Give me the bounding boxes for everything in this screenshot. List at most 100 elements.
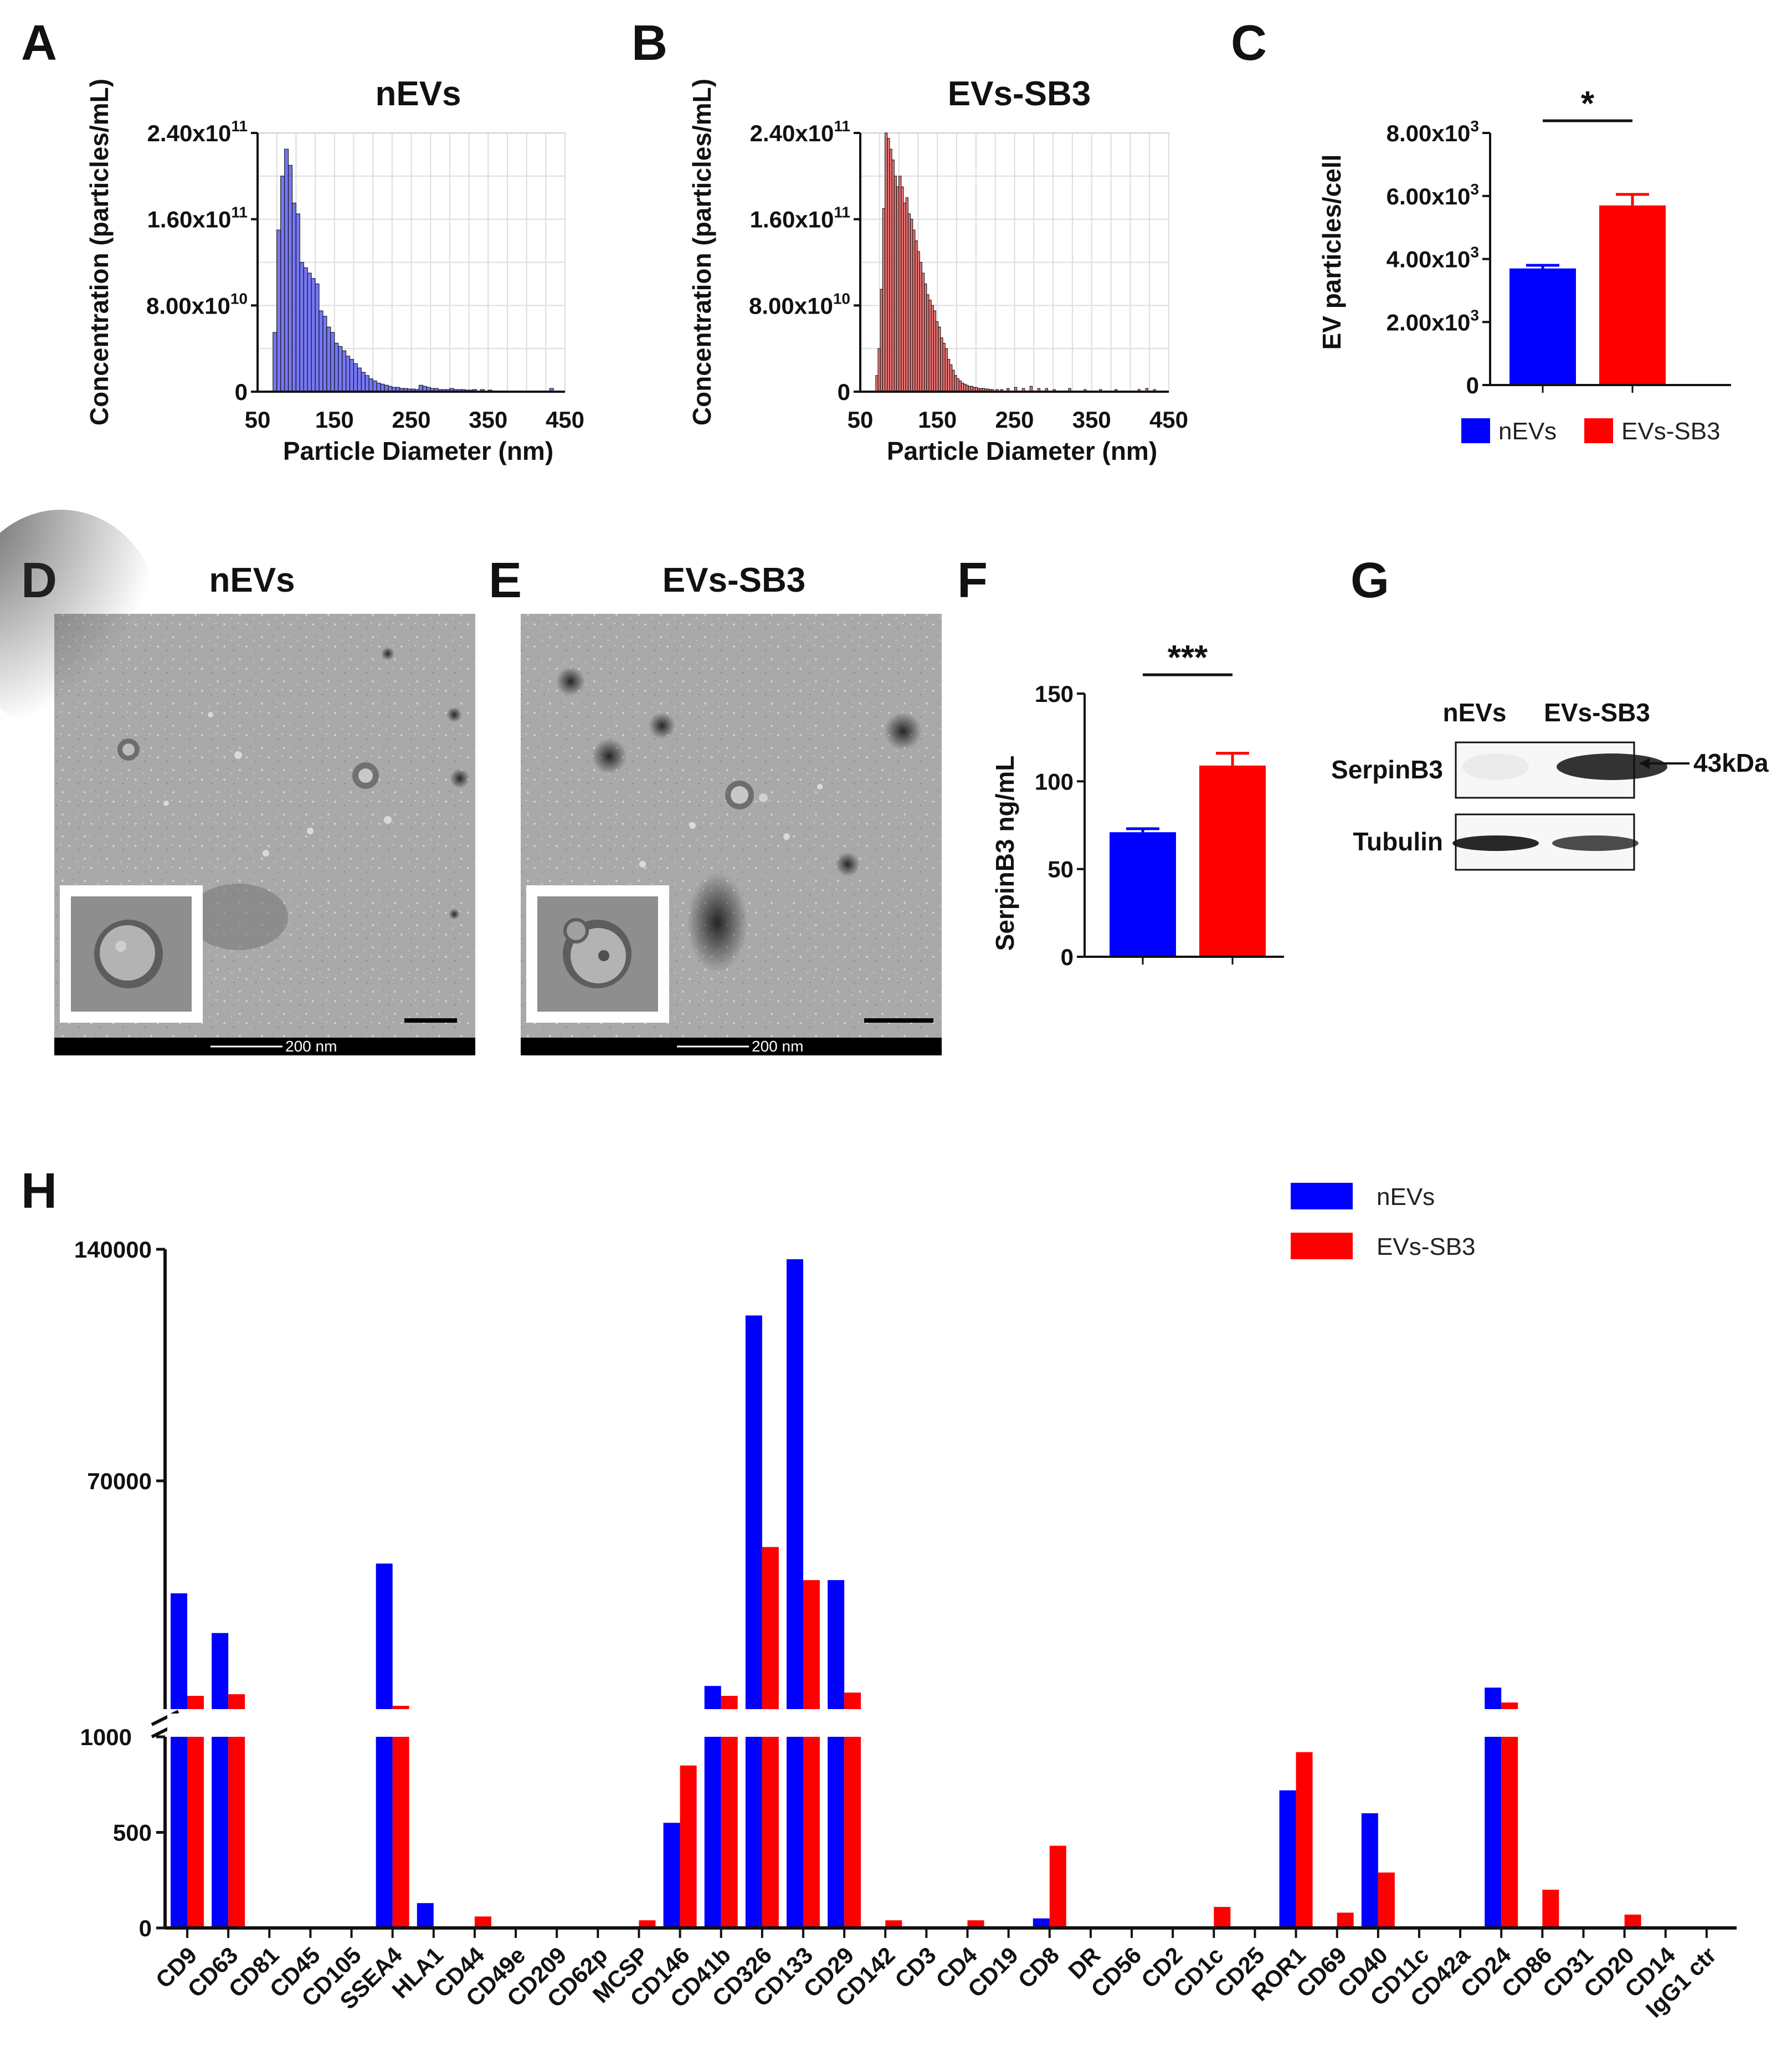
bar-CD4-EVs-SB3 [967, 1920, 984, 1928]
bar-CD8-EVs-SB3 [1049, 1845, 1066, 1928]
bar-CD24-EVs-SB3-low [1501, 1737, 1518, 1928]
bar-CD63-EVs-SB3-high [228, 1694, 245, 1709]
bar-EVs-SB3 [1199, 765, 1266, 957]
legend-c-evs-swatch [1584, 418, 1613, 443]
bar-SSEA4-nEVs-low [376, 1737, 393, 1928]
y-tick-label: 2.00x103 [1387, 306, 1479, 335]
x-tick-label: 150 [918, 407, 957, 433]
legend-h-nevs-swatch [1291, 1183, 1353, 1209]
panel-e: E EVs-SB3 200 nm [489, 553, 942, 1055]
panel-g: G nEVs EVs-SB3 SerpinB3 Tubulin 43kDa [1331, 553, 1769, 871]
histogram-bar [910, 219, 913, 392]
y-tick-label: 1.60x1011 [750, 204, 850, 233]
x-tick-label-CD3: CD3 [890, 1942, 941, 1993]
bar-CD40-EVs-SB3 [1378, 1872, 1395, 1928]
histogram-bar [276, 229, 281, 392]
histogram-bar [330, 332, 335, 392]
bar-CD69-EVs-SB3 [1337, 1912, 1354, 1928]
histogram-bar [295, 213, 300, 392]
histogram-bar [889, 148, 892, 392]
histogram-bar [894, 176, 897, 392]
histogram-bar [944, 348, 948, 392]
blot-band-serpinb3 [1557, 753, 1667, 780]
bar-CD41b-EVs-SB3-high [721, 1696, 738, 1709]
bar-CD8-nEVs [1033, 1918, 1050, 1928]
blot-marker-label: 43kDa [1693, 748, 1769, 777]
y-tick-label: 2.40x1011 [750, 117, 850, 146]
panel-b: B EVs-SB3 0 8.00x1010 1.60x1011 2.40x1011 50… [631, 16, 1188, 465]
histogram-bar [907, 213, 911, 392]
tem-image-nevs: 200 nm [0, 510, 475, 1055]
y-tick-label: 50 [1048, 856, 1074, 883]
histogram-bar [898, 176, 902, 392]
bar-CD41b-nEVs-low [704, 1737, 721, 1928]
panel-b-xlabel: Particle Diameter (nm) [887, 437, 1157, 465]
histogram-bar [287, 165, 293, 392]
panel-c-ylabel: EV particles/cell [1317, 155, 1346, 350]
histogram-bar [938, 326, 941, 392]
histogram-bar [942, 342, 946, 392]
histogram-bar [903, 202, 906, 392]
bar-CD63-EVs-SB3-low [228, 1737, 245, 1928]
bar-CD29-EVs-SB3-low [844, 1737, 861, 1928]
bar-CD142-EVs-SB3 [885, 1920, 902, 1928]
histogram-bar [928, 300, 932, 392]
histogram-bar [931, 305, 934, 392]
y-tick-label: 0 [139, 1915, 152, 1941]
x-tick-label: 350 [469, 407, 507, 433]
histogram-bar [877, 348, 881, 392]
panel-b-title: EVs-SB3 [948, 75, 1091, 113]
panel-a-xlabel: Particle Diameter (nm) [283, 437, 553, 465]
blot-band-serpinb3 [1462, 753, 1529, 780]
bar-CD326-EVs-SB3-high [762, 1547, 779, 1709]
bar-CD1c-EVs-SB3 [1214, 1907, 1231, 1928]
panel-letter-b: B [631, 16, 667, 71]
histogram-bar [315, 283, 320, 392]
bar-CD9-EVs-SB3-low [187, 1737, 204, 1928]
histogram-bar [307, 273, 312, 392]
histogram-bar [884, 132, 888, 392]
bar-CD326-nEVs-low [745, 1737, 762, 1928]
histogram-bar [380, 383, 385, 392]
histogram-bar [933, 310, 937, 392]
legend-h-evs-label: EVs-SB3 [1377, 1233, 1476, 1260]
histogram-bar [921, 273, 925, 392]
significance-marker: * [1581, 85, 1595, 123]
y-tick-label: 1000 [80, 1724, 132, 1750]
blot-lane-label-evs-sb3: EVs-SB3 [1544, 698, 1650, 727]
bar-CD20-EVs-SB3 [1624, 1914, 1641, 1928]
legend-c-evs-label: EVs-SB3 [1621, 418, 1721, 445]
histogram-bar [949, 364, 953, 392]
bar-CD41b-EVs-SB3-low [721, 1737, 738, 1928]
histogram-bar [891, 160, 895, 392]
bar-CD146-EVs-SB3 [680, 1765, 697, 1928]
histogram-bar [357, 367, 362, 392]
significance-marker: *** [1168, 639, 1208, 677]
panel-letter-g: G [1351, 553, 1389, 608]
bar-ROR1-nEVs [1279, 1790, 1296, 1928]
blot-row-label-serpinb3: SerpinB3 [1331, 755, 1443, 784]
bar-HLA1-nEVs [417, 1903, 434, 1928]
bar-nEVs [1110, 832, 1176, 957]
histogram-bar [364, 375, 369, 392]
histogram-bar [326, 326, 331, 392]
x-tick-label: 250 [392, 407, 430, 433]
blot-bands [1452, 753, 1667, 851]
bar-CD24-EVs-SB3-high [1501, 1702, 1518, 1709]
bar-CD29-EVs-SB3-high [844, 1692, 861, 1709]
bar-CD29-nEVs-high [828, 1580, 845, 1709]
y-tick-label: 70000 [87, 1468, 152, 1494]
blot-band-tubulin [1452, 835, 1539, 851]
bar-chart-f: 0 50 100 150 *** [1035, 639, 1284, 970]
histogram-bar [349, 359, 355, 392]
tem-e-scale-label: 200 nm [752, 1038, 803, 1055]
bar-CD24-nEVs-high [1485, 1688, 1502, 1709]
bar-CD326-EVs-SB3-low [762, 1737, 779, 1928]
bar-SSEA4-nEVs-high [376, 1563, 393, 1709]
histogram-bar [291, 202, 296, 392]
histogram-bar [958, 380, 962, 392]
bar-CD133-EVs-SB3-low [803, 1737, 820, 1928]
panel-letter-f: F [957, 553, 988, 608]
y-tick-label: 8.00x1010 [146, 290, 248, 319]
panel-d: D nEVs 200 nm [0, 510, 475, 1055]
